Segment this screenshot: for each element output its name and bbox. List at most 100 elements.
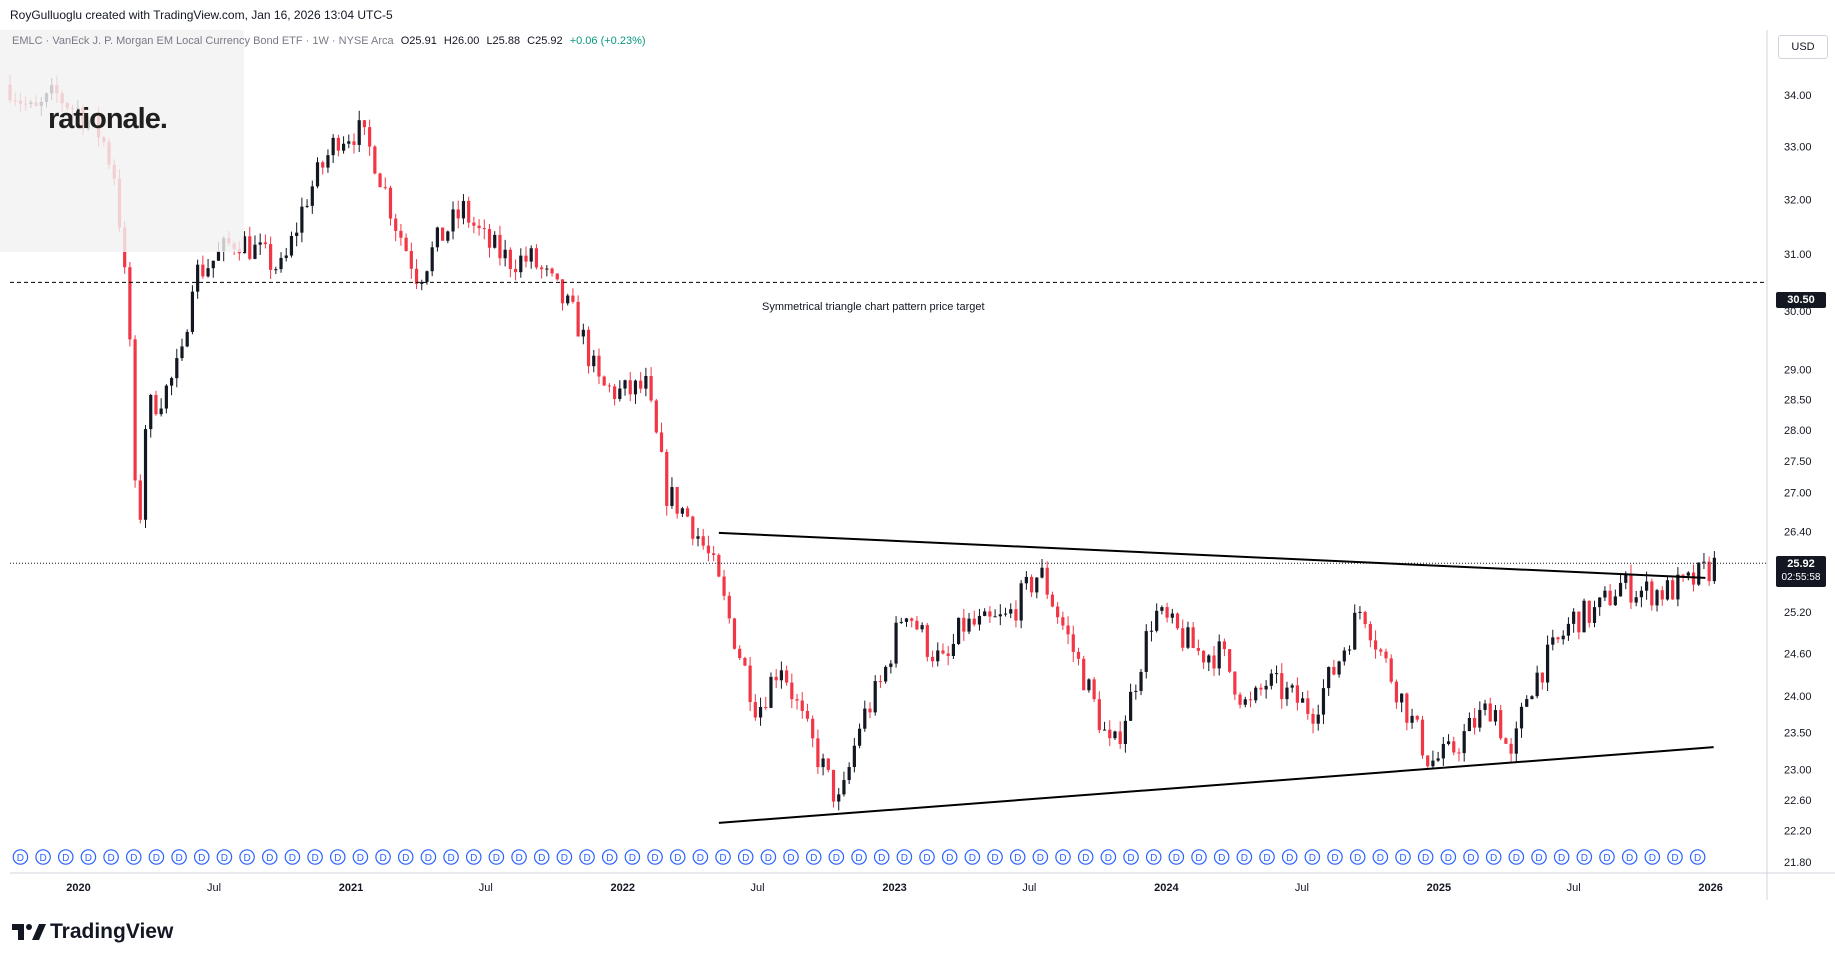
candle-body [852, 745, 856, 768]
dividend-label: D [1309, 853, 1316, 864]
candle-body [894, 622, 898, 664]
bar-countdown: 02:55:58 [1781, 572, 1821, 583]
time-axis[interactable]: 2020 Jul 2021 Jul 2022 Jul 2023 Jul 2024 Jul 2025 J… [10, 872, 1835, 894]
dividend-icon [1395, 849, 1411, 865]
dividend-label: D [855, 853, 862, 864]
tradingview-logo[interactable]: TradingView [12, 920, 173, 944]
candle-body [1436, 758, 1440, 761]
candle-body [1347, 649, 1352, 651]
candle-body [1431, 760, 1435, 767]
target-price-tag: 30.50 [1776, 292, 1826, 308]
candle-body [623, 380, 627, 389]
dividend-icon [1508, 849, 1525, 865]
dividend-label: D [1127, 853, 1134, 864]
candle-body [670, 487, 674, 506]
candle-body [1645, 581, 1649, 591]
dividend-label: D [1467, 853, 1474, 864]
dividend-label: D [379, 853, 386, 864]
symbol-legend[interactable]: EMLC · VanEck J. P. Morgan EM Local Curr… [12, 35, 650, 47]
candle-body [1061, 617, 1065, 626]
dividend-icon [397, 849, 414, 865]
candle-body [1233, 671, 1237, 695]
candle-body [1545, 644, 1550, 683]
candle-body [175, 358, 179, 379]
candle-body [1697, 562, 1701, 585]
candle-body [779, 670, 783, 681]
candle-body [576, 301, 580, 337]
candle-body [513, 268, 518, 273]
candle-body [613, 386, 617, 399]
dividend-label: D [447, 853, 454, 864]
price-tick-label: 25.20 [1784, 607, 1812, 619]
candle-body [300, 206, 304, 233]
candle-body [1014, 609, 1018, 621]
dividend-icon [465, 849, 482, 865]
time-tick-label: Jul [1022, 882, 1036, 894]
candle-body [748, 665, 752, 703]
candle-body [1634, 597, 1638, 603]
price-tick-label: 32.00 [1784, 194, 1812, 206]
dividend-icon [488, 849, 505, 865]
dividend-icon [1304, 849, 1321, 865]
candle-body [962, 617, 966, 632]
dividend-icon [329, 849, 346, 865]
dividend-label: D [1490, 853, 1497, 864]
dividend-icon [1667, 849, 1683, 865]
candle-body [1092, 679, 1096, 700]
candle-body [1707, 561, 1711, 582]
candle-body [816, 738, 820, 768]
candle-body [1467, 717, 1471, 732]
candle-body [753, 702, 757, 718]
time-tick-label: 2025 [1427, 882, 1451, 894]
candle-body [540, 267, 544, 270]
change-value: +0.06 (+0.23%) [569, 35, 646, 47]
candle-body [1129, 691, 1133, 721]
dividend-icon [737, 849, 754, 865]
candle-body [764, 707, 768, 709]
dividend-label: D [1059, 853, 1066, 864]
dividend-icon [284, 849, 301, 865]
candle-body [1551, 637, 1555, 645]
price-axis[interactable]: 35.0034.0033.0032.0031.0030.0029.0028.50… [1766, 30, 1812, 900]
candle-body [654, 400, 658, 433]
dividend-label: D [1014, 853, 1021, 864]
candle-body [607, 385, 611, 387]
dividend-icon [851, 849, 867, 865]
candle-body [242, 236, 247, 254]
time-tick-label: Jul [207, 882, 221, 894]
dividend-icon [896, 849, 913, 865]
dividend-icon [375, 849, 391, 865]
candle-body [930, 656, 935, 662]
dividend-label: D [833, 853, 840, 864]
dividend-icon [420, 849, 437, 865]
dividend-icon [624, 849, 641, 865]
candle-body [201, 264, 205, 277]
candle-body [362, 120, 367, 128]
candle-body [1561, 635, 1565, 640]
dividend-label: D [107, 853, 114, 864]
dividend-icon [1213, 849, 1230, 865]
candle-body [1222, 641, 1227, 650]
dividend-icon [1281, 849, 1298, 865]
candle-body [1248, 699, 1253, 701]
candle-body [1050, 594, 1055, 607]
candle-body [315, 162, 320, 187]
candle-body [915, 620, 919, 630]
dividend-icon [103, 849, 119, 865]
candle-body [1311, 713, 1315, 724]
dividend-icon [261, 849, 278, 865]
drawing-lines[interactable] [10, 281, 1767, 824]
dividend-label: D [357, 853, 364, 864]
candle-body [248, 236, 252, 259]
symbol-description[interactable]: EMLC · VanEck J. P. Morgan EM Local Curr… [12, 35, 394, 47]
dividend-label: D [1037, 853, 1044, 864]
dividend-label: D [901, 853, 908, 864]
candle-body [1624, 573, 1628, 583]
dividend-icon [1236, 849, 1253, 865]
dividend-label: D [719, 853, 726, 864]
candle-body [1332, 666, 1336, 675]
currency-selector[interactable]: USD [1778, 35, 1828, 59]
candle-body [1160, 607, 1164, 611]
